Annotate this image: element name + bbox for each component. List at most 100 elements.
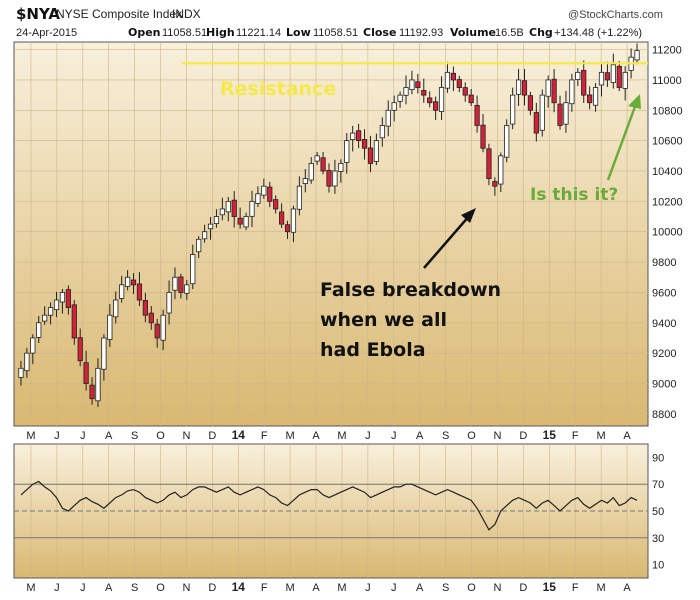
candle-body [243, 216, 249, 228]
price-x-tick-label: A [105, 430, 113, 442]
exchange-label: INDX [172, 7, 201, 21]
price-tick-label: 9800 [652, 257, 676, 269]
price-x-tick-label: N [182, 430, 190, 442]
indicator-tick-label: 50 [652, 506, 664, 518]
resistance-label: Resistance [220, 78, 336, 100]
candle-body [207, 223, 214, 230]
candle-body [409, 79, 415, 91]
candle-body [462, 87, 468, 96]
price-x-tick-label: M [286, 430, 295, 442]
price-x-tick-label: D [208, 430, 216, 442]
indicator-x-tick-label: A [312, 582, 320, 594]
indicator-x-tick-label: O [156, 582, 165, 594]
candle-body [367, 147, 374, 164]
breakdown-arrow [423, 214, 471, 269]
indicator-x-tick-label: J [391, 582, 397, 594]
symbol-label: $NYA [16, 5, 60, 23]
price-tick-label: 8800 [652, 409, 676, 421]
indicator-x-tick-label: F [572, 582, 579, 594]
price-x-tick-label: J [54, 430, 60, 442]
candle-body [290, 208, 297, 233]
candle-body [438, 87, 445, 112]
candle-body [196, 238, 202, 253]
watermark: @StockCharts.com [568, 9, 663, 21]
candle-body [148, 312, 154, 324]
candle-body [279, 211, 285, 225]
price-x-tick-label: F [572, 430, 579, 442]
indicator-x-tick-label: M [286, 582, 295, 594]
candle-body [504, 125, 510, 158]
indicator-x-tick-label: S [442, 582, 449, 594]
candle-body [237, 217, 243, 225]
breakdown-arrowhead [461, 208, 476, 223]
candle-body [527, 95, 534, 111]
price-x-tick-label: 15 [543, 428, 557, 442]
candle-body [83, 362, 89, 384]
candle-body [545, 79, 551, 97]
price-tick-label: 11000 [652, 75, 682, 87]
high-label: High [206, 26, 235, 39]
candle-body [361, 139, 368, 149]
indicator-x-tick-label: M [597, 582, 606, 594]
candle-body [344, 140, 350, 163]
candle-body [302, 178, 308, 184]
price-x-tick-label: A [312, 430, 320, 442]
candle-body [598, 71, 605, 86]
breakdown-annotation: False breakdown when we all had Ebola [320, 208, 501, 361]
price-x-tick-label: J [391, 430, 397, 442]
candle-body [421, 90, 427, 96]
candle-body [373, 140, 379, 162]
candle-body [622, 71, 628, 89]
candle-body [213, 216, 220, 225]
price-tick-label: 10400 [652, 166, 683, 178]
price-x-tick-label: M [26, 430, 35, 442]
price-tick-label: 11200 [652, 45, 682, 57]
candle-body [492, 181, 498, 187]
indicator-tick-label: 70 [652, 479, 664, 491]
candle-body [474, 104, 480, 126]
candle-body [539, 94, 545, 131]
price-tick-label: 10600 [652, 136, 683, 148]
indicator-x-tick-label: M [337, 582, 346, 594]
candle-body [515, 79, 522, 95]
price-tick-label: 9000 [652, 379, 676, 391]
candlestick-series [18, 43, 640, 408]
volume-label: Volume [450, 26, 496, 39]
candle-body [225, 200, 231, 213]
candle-body [604, 72, 611, 81]
question-arrow [606, 103, 638, 181]
candle-body [284, 224, 291, 233]
price-tick-label: 9400 [652, 318, 676, 330]
candle-body [89, 384, 95, 400]
breakdown-line-3: had Ebola [320, 339, 426, 361]
candle-body [273, 199, 279, 210]
price-x-tick-label: 14 [232, 428, 246, 442]
candle-body [326, 170, 332, 187]
index-name: NYSE Composite Index [56, 7, 182, 21]
candle-body [30, 337, 36, 354]
price-tick-label: 10800 [652, 105, 683, 117]
price-tick-label: 9600 [652, 287, 676, 299]
candle-body [480, 124, 486, 149]
candle-body [510, 94, 516, 125]
candle-body [42, 314, 48, 322]
candle-body [616, 65, 622, 88]
low-label: Low [286, 26, 311, 39]
breakdown-line-1: False breakdown [320, 279, 501, 301]
candle-body [557, 103, 563, 126]
indicator-x-tick-label: D [519, 582, 527, 594]
candle-body [551, 78, 557, 104]
candle-body [124, 276, 131, 287]
indicator-x-tick-label: N [493, 582, 501, 594]
candle-body [427, 97, 433, 104]
candle-body [575, 71, 581, 80]
candle-body [563, 102, 569, 125]
candle-body [391, 102, 397, 111]
candle-body [166, 292, 172, 314]
price-x-tick-label: F [261, 430, 268, 442]
indicator-x-tick-label: F [261, 582, 268, 594]
question-label: Is this it? [530, 185, 618, 205]
candle-body [178, 276, 184, 293]
price-grid [14, 42, 648, 426]
